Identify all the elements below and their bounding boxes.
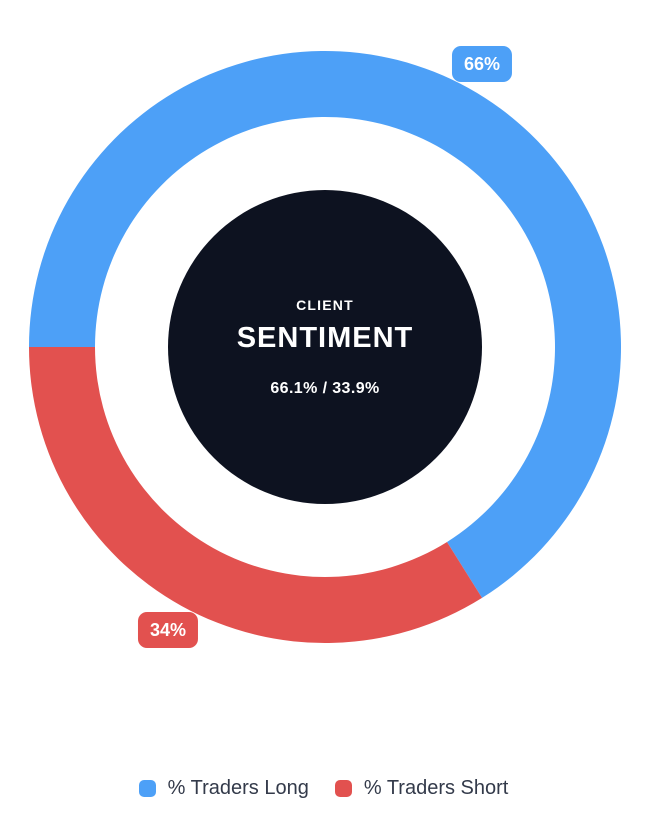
legend-swatch-short-icon — [334, 780, 352, 797]
legend-item-traders-short[interactable]: % Traders Short — [334, 777, 509, 800]
donut-segment-traders-short — [29, 347, 483, 643]
datalabel-traders-short: 34% — [138, 612, 199, 649]
center-disc: CLIENT SENTIMENT 66.1% / 33.9% — [168, 190, 482, 504]
datalabel-traders-long: 66% — [451, 45, 512, 82]
legend-item-traders-long[interactable]: % Traders Long — [138, 777, 309, 800]
center-title: SENTIMENT — [236, 321, 414, 354]
sentiment-donut-chart — [29, 50, 621, 643]
legend-label-short: % Traders Short — [363, 777, 509, 799]
center-eyebrow-label: CLIENT — [296, 296, 354, 313]
center-values-text: 66.1% / 33.9% — [270, 379, 380, 397]
legend-swatch-long-icon — [138, 780, 156, 797]
chart-legend: % Traders Long % Traders Short — [0, 777, 647, 800]
legend-label-long: % Traders Long — [167, 777, 309, 799]
